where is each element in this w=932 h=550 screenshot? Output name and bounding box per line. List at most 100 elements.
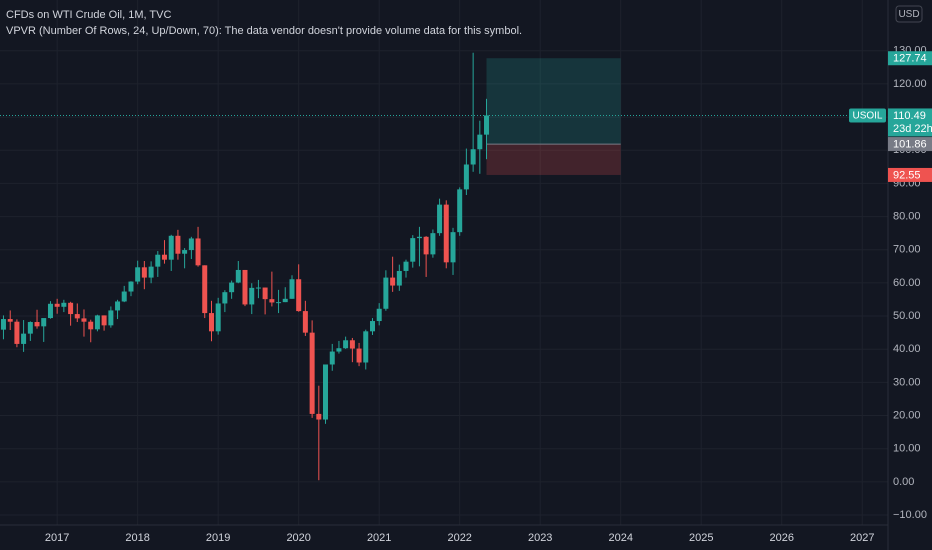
candle-body [229,282,235,293]
chart-title: CFDs on WTI Crude Oil, 1M, TVC [6,9,171,21]
candle-body [262,287,268,300]
candle-body [108,310,114,326]
candle-body [47,303,53,319]
candle-body [390,277,396,286]
symbol-tag-box [849,108,886,123]
candle-body [0,319,6,330]
candle-body [484,115,490,135]
y-tick-label: 20.00 [893,409,921,421]
x-tick-label: 2025 [689,532,713,544]
candle-body [416,236,422,239]
candle-body [316,413,322,420]
candle-body [14,321,20,344]
stop-loss-zone [486,144,621,175]
candle-body [215,303,221,332]
x-tick-label: 2019 [206,532,230,544]
candle-body [161,254,167,260]
candle-body [68,302,74,315]
candle-body [208,313,214,332]
symbol-tag: USOIL [852,111,882,122]
y-tick-label: 70.00 [893,244,921,256]
x-tick-label: 2026 [769,532,793,544]
candle-body [34,322,40,327]
candle-body [343,340,349,349]
y-tick-label: 80.00 [893,210,921,222]
x-tick-label: 2024 [608,532,632,544]
target-price-box [888,51,932,66]
x-tick-label: 2022 [447,532,471,544]
candle-body [188,238,194,251]
candle-body [403,261,409,271]
candle-body [135,267,141,282]
candle-body [115,301,121,311]
candle-body [155,254,161,267]
candle-body [249,287,255,305]
candle-body [356,348,362,363]
candle-body [376,308,382,322]
candle-body [182,250,188,254]
target-price: 127.74 [893,53,927,65]
currency-button[interactable] [895,5,923,23]
last-price-box [888,108,932,137]
candle-body [289,279,295,299]
candle-body [141,267,147,278]
candle-body [450,232,456,263]
candle-body [101,315,107,326]
candle-body [457,189,463,233]
candle-body [363,331,369,363]
x-tick-label: 2023 [528,532,552,544]
candle-body [463,164,469,190]
y-tick-label: 10.00 [893,443,921,455]
candle-body [477,134,483,150]
candle-body [437,204,443,234]
plot [0,52,888,481]
candle-body [148,266,154,278]
candle-body [309,332,315,414]
last-price: 110.49 [893,110,926,122]
candle-body [242,269,248,305]
candle-body [430,233,436,255]
candle-body [296,279,302,312]
candle-body [410,238,416,262]
candle-body [202,265,208,314]
axes: −10.00 0.00 10.00 20.00 30.00 40.00 50.00 60.00… [45,45,932,544]
y-tick-label: 120.00 [893,78,927,90]
candle-body [235,269,241,283]
candle-body [195,238,201,266]
stop-price-box [888,167,932,182]
x-tick-label: 2017 [45,532,69,544]
candle-body [255,287,261,289]
candle-body [302,311,308,333]
stop-price: 92.55 [893,169,921,181]
currency-label[interactable]: USD [898,9,919,20]
entry-price-box [888,137,932,152]
x-tick-label: 2021 [367,532,391,544]
candle-body [54,303,60,307]
candle-body [370,321,376,332]
y-tick-label: 40.00 [893,343,921,355]
candle-body [349,340,355,349]
candle-body [7,319,13,322]
candle-body [336,348,342,352]
candle-body [383,277,389,309]
candle-body [88,321,94,330]
candle-body [94,315,100,330]
x-tick-label: 2018 [125,532,149,544]
y-tick-label: −10.00 [893,509,927,521]
candle-body [61,302,67,307]
entry-price: 101.86 [893,138,927,150]
indicator-note: VPVR (Number Of Rows, 24, Up/Down, 70): … [6,25,522,37]
candle-body [175,235,181,254]
candle-body [168,235,174,260]
candle-body [222,292,228,304]
candle-body [282,298,288,303]
y-tick-label: 30.00 [893,376,921,388]
candle-body [41,318,47,327]
candle-body [74,314,80,319]
candle-body [21,333,27,344]
candle-body [276,302,282,304]
candle-body [423,236,429,255]
